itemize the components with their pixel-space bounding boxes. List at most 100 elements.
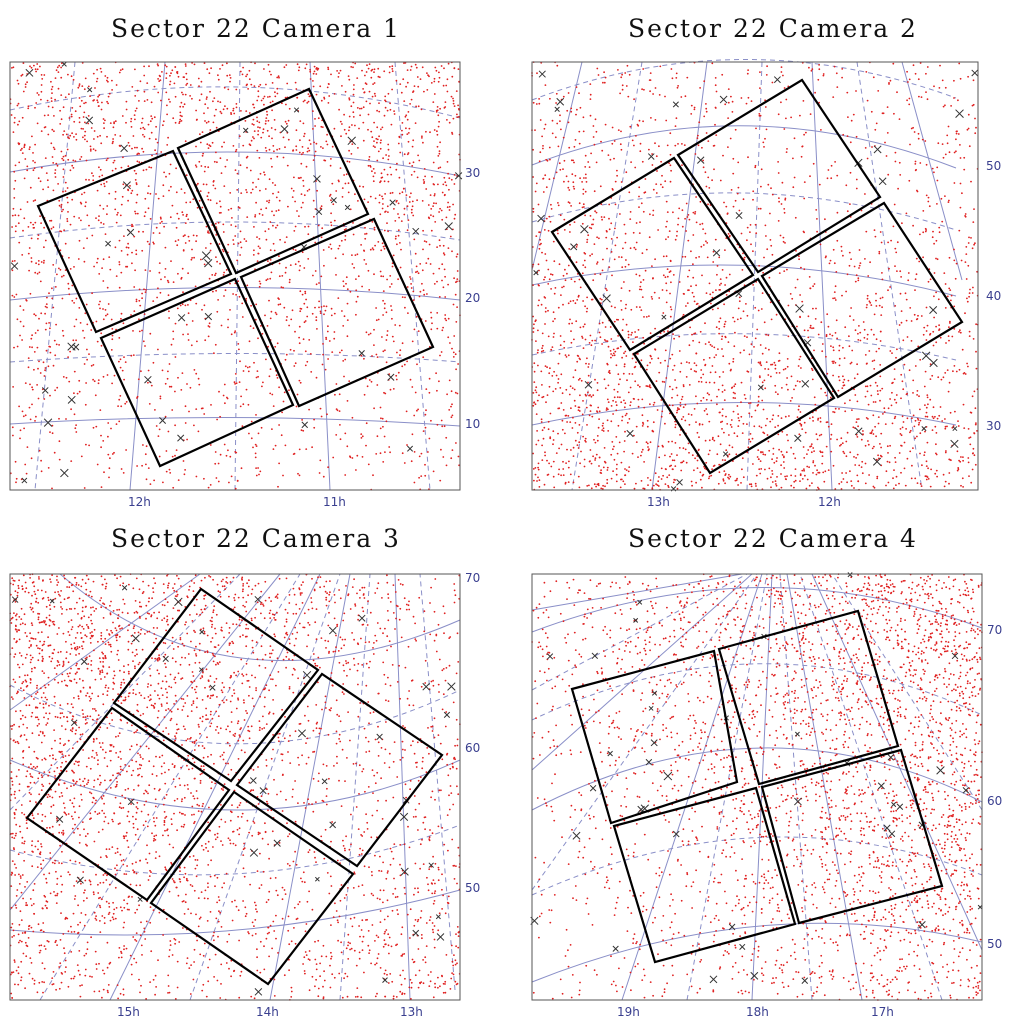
star-marker bbox=[752, 463, 754, 465]
star-marker bbox=[867, 275, 870, 277]
star-marker bbox=[333, 93, 336, 95]
star-marker bbox=[387, 148, 390, 151]
star-marker bbox=[610, 222, 613, 225]
star-marker bbox=[171, 69, 174, 72]
star-marker bbox=[602, 427, 605, 430]
star-marker bbox=[756, 456, 759, 458]
star-marker bbox=[204, 165, 207, 168]
star-marker bbox=[232, 107, 235, 110]
star-marker bbox=[269, 277, 272, 280]
star-marker bbox=[600, 298, 603, 301]
star-marker bbox=[413, 328, 416, 331]
star-marker bbox=[369, 102, 371, 105]
star-marker bbox=[633, 487, 636, 490]
star-marker bbox=[424, 426, 427, 429]
star-marker bbox=[929, 363, 932, 366]
star-marker bbox=[876, 475, 879, 478]
star-marker bbox=[641, 296, 644, 298]
star-marker bbox=[89, 95, 91, 97]
star-marker bbox=[238, 135, 241, 138]
star-marker bbox=[639, 142, 642, 145]
star-marker bbox=[716, 395, 718, 398]
star-marker bbox=[256, 260, 259, 262]
star-marker bbox=[570, 407, 572, 410]
star-marker bbox=[841, 442, 844, 445]
star-marker bbox=[578, 424, 581, 426]
star-marker bbox=[693, 408, 696, 410]
star-marker bbox=[369, 332, 372, 335]
star-marker bbox=[424, 320, 427, 322]
star-marker bbox=[373, 71, 375, 73]
star-marker bbox=[866, 390, 869, 393]
star-marker bbox=[669, 306, 672, 308]
star-marker bbox=[613, 396, 616, 399]
star-marker bbox=[19, 437, 21, 440]
star-marker bbox=[61, 210, 63, 213]
cross-marker bbox=[330, 197, 337, 204]
star-marker bbox=[305, 298, 307, 301]
star-marker bbox=[23, 217, 26, 220]
star-marker bbox=[680, 96, 683, 98]
star-marker bbox=[418, 455, 421, 458]
star-marker bbox=[34, 68, 37, 71]
star-marker bbox=[260, 99, 263, 102]
star-marker bbox=[104, 309, 107, 311]
star-marker bbox=[315, 142, 318, 145]
star-marker bbox=[788, 415, 790, 417]
star-marker bbox=[619, 486, 622, 489]
star-marker bbox=[759, 207, 762, 210]
star-marker bbox=[797, 365, 800, 367]
star-marker bbox=[869, 432, 872, 434]
star-marker bbox=[253, 361, 255, 364]
star-marker bbox=[175, 449, 178, 451]
star-marker bbox=[231, 217, 233, 219]
star-marker bbox=[551, 346, 554, 348]
star-marker bbox=[935, 239, 938, 242]
star-marker bbox=[637, 329, 640, 331]
star-marker bbox=[698, 436, 700, 439]
star-marker bbox=[533, 381, 536, 383]
star-marker bbox=[696, 459, 699, 462]
star-marker bbox=[625, 355, 628, 357]
star-marker bbox=[446, 90, 449, 93]
star-marker bbox=[182, 460, 185, 462]
star-marker bbox=[800, 155, 803, 158]
star-marker bbox=[793, 486, 795, 489]
star-marker bbox=[382, 290, 385, 292]
star-marker bbox=[50, 80, 52, 83]
star-marker bbox=[288, 281, 291, 284]
star-marker bbox=[447, 247, 450, 250]
star-marker bbox=[50, 100, 53, 102]
camera-1-dec-tick-2: 20 bbox=[465, 291, 480, 305]
star-marker bbox=[708, 381, 711, 384]
star-marker bbox=[309, 353, 312, 355]
star-marker bbox=[330, 307, 333, 310]
star-marker bbox=[91, 172, 93, 175]
star-marker bbox=[820, 387, 822, 390]
star-marker bbox=[113, 374, 116, 377]
star-marker bbox=[624, 468, 626, 470]
star-marker bbox=[864, 258, 866, 260]
star-marker bbox=[167, 430, 170, 433]
star-marker bbox=[711, 308, 714, 311]
star-marker bbox=[155, 152, 158, 155]
star-marker bbox=[759, 114, 762, 117]
star-marker bbox=[822, 471, 825, 474]
star-marker bbox=[661, 186, 664, 189]
star-marker bbox=[400, 220, 403, 223]
star-marker bbox=[639, 150, 642, 153]
star-marker bbox=[234, 487, 237, 490]
star-marker bbox=[563, 347, 566, 349]
star-marker bbox=[144, 197, 147, 200]
star-marker bbox=[68, 293, 71, 296]
star-marker bbox=[624, 232, 627, 235]
star-marker bbox=[275, 196, 278, 199]
star-marker bbox=[22, 62, 25, 64]
star-marker bbox=[650, 296, 653, 298]
star-marker bbox=[48, 345, 51, 348]
star-marker bbox=[372, 180, 375, 183]
star-marker bbox=[719, 278, 722, 280]
star-marker bbox=[938, 226, 941, 229]
star-marker bbox=[724, 320, 727, 323]
star-marker bbox=[849, 362, 852, 365]
